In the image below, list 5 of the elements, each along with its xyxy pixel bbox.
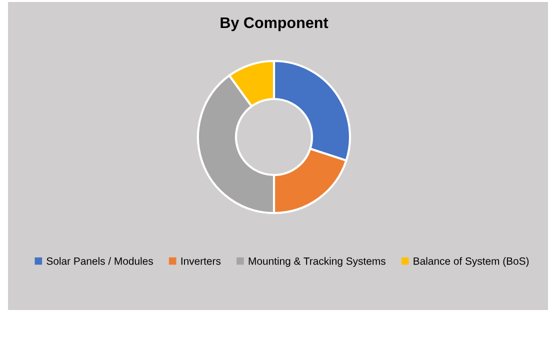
chart-title: By Component (220, 17, 328, 32)
legend-label: Mounting & Tracking Systems (248, 257, 386, 267)
legend-label: Solar Panels / Modules (46, 257, 153, 265)
legend-label: Inverters (181, 258, 221, 265)
legend-label: Balance of System (BoS) (414, 257, 529, 267)
